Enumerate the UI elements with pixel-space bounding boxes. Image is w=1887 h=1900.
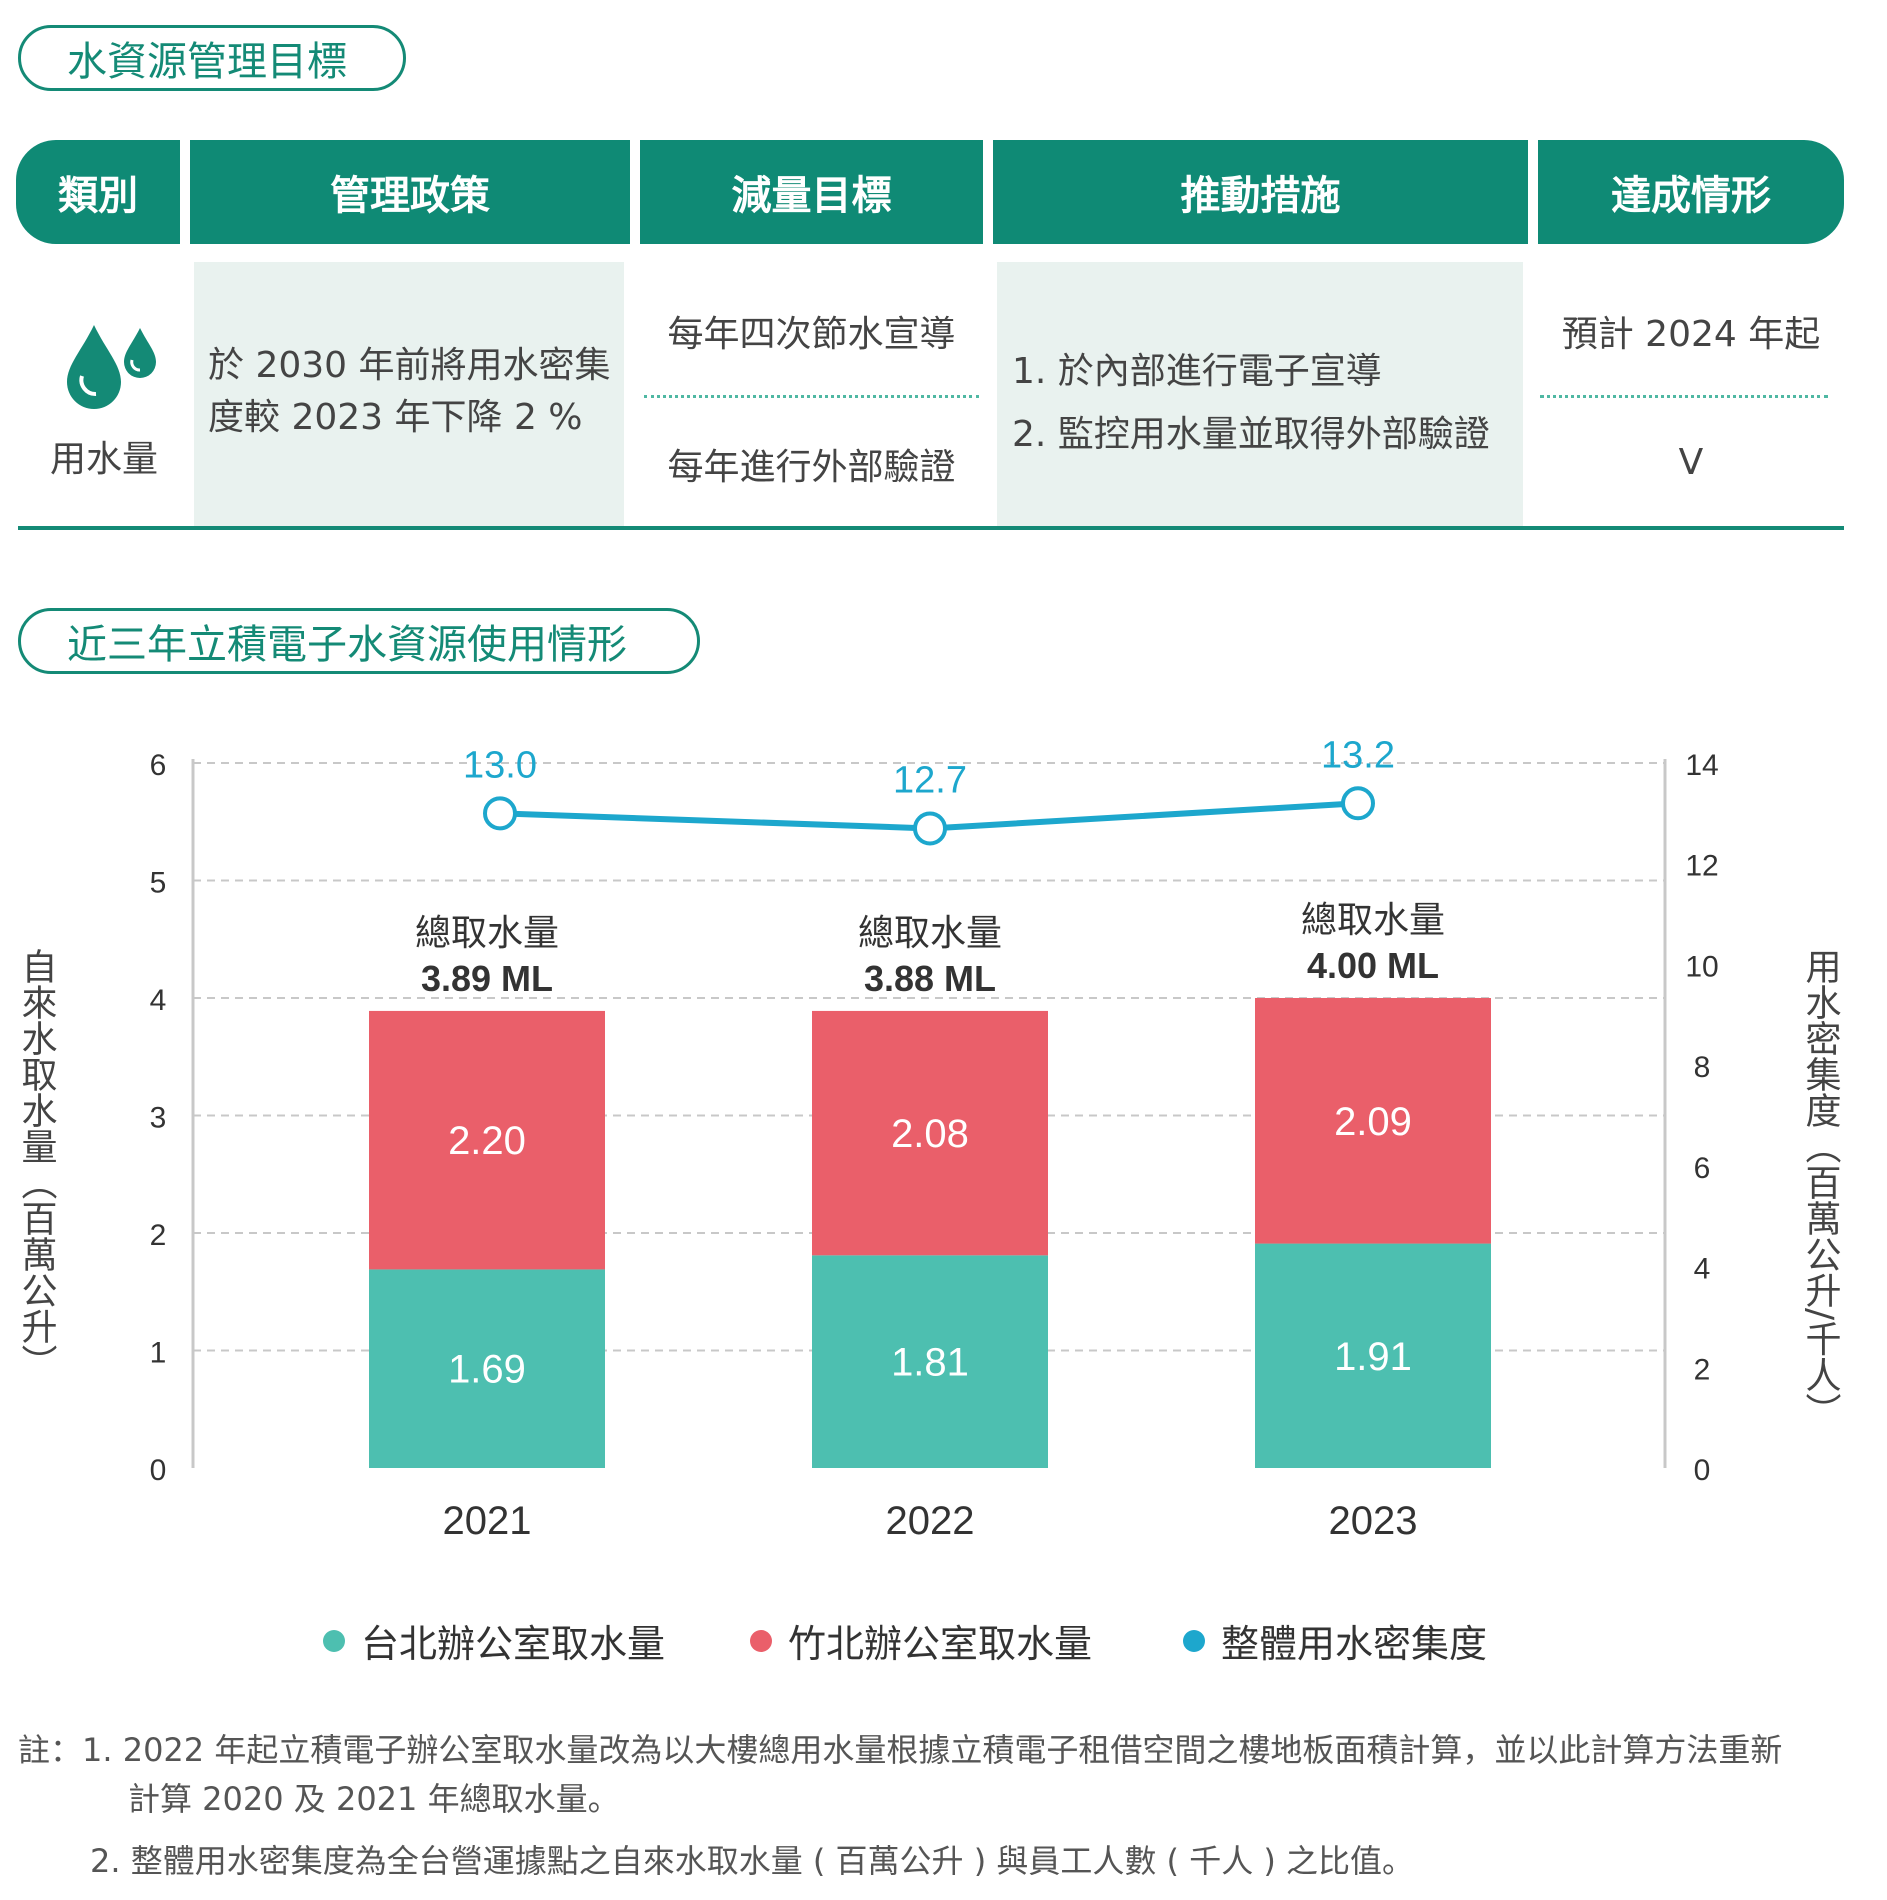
y2-tick-label: 8 [1694,1051,1711,1084]
legend-intensity: 整體用水密集度 [1183,1613,1487,1668]
policy-cell-bg [194,262,624,526]
y-tick-label: 4 [150,984,167,1017]
legend-taipei: 台北辦公室取水量 [323,1613,665,1668]
water-drops-icon [67,325,156,409]
x-tick-label: 2022 [886,1499,975,1543]
section-title-water-usage: 近三年立積電子水資源使用情形 [18,608,700,674]
policy-text: 於 2030 年前將用水密集度較 2023 年下降 2 % [208,345,611,438]
target-text-2: 每年進行外部驗證 [667,447,956,488]
y-tick-label: 0 [150,1454,167,1487]
bar-taipei [812,1255,1048,1468]
bar-zhubei [812,1010,1048,1256]
y-tick-label: 2 [150,1219,167,1252]
line-point-intensity [483,796,517,831]
table-header-category: 類別 [16,140,180,244]
total-value: 3.89 ML [421,958,553,999]
legend-label: 竹北辦公室取水量 [788,1622,1093,1666]
data-label-taipei: 1.81 [891,1341,969,1385]
y2-tick-label: 10 [1685,950,1718,983]
divider [1540,395,1828,398]
bar-taipei [1255,1243,1491,1468]
legend-label: 整體用水密集度 [1221,1622,1488,1666]
total-label: 總取水量 [858,913,1002,954]
legend-dot-icon [323,1629,345,1652]
y-tick-label: 5 [150,867,167,900]
legend-dot-icon [750,1629,772,1652]
bar-taipei [369,1269,605,1468]
target-text-1: 每年四次節水宣導 [667,314,956,355]
y-tick-label: 6 [150,749,167,782]
data-label-zhubei: 2.08 [891,1112,969,1156]
footnote-2: 2. 整體用水密集度為全台營運據點之自來水取水量 ( 百萬公升 ) 與員工人數 … [90,1842,1415,1880]
data-label-zhubei: 2.09 [1334,1100,1412,1144]
footnote-1-cont: 計算 2020 及 2021 年總取水量。 [128,1780,620,1818]
total-value: 4.00 ML [1307,945,1439,986]
y2-tick-label: 14 [1685,749,1718,782]
legend-label: 台北辦公室取水量 [361,1622,666,1666]
y2-tick-label: 0 [1694,1454,1711,1487]
y2-tick-label: 4 [1694,1253,1711,1286]
data-label-intensity: 13.0 [463,744,537,786]
line-point-intensity [1341,786,1375,821]
bar-zhubei [1255,998,1491,1244]
total-value: 3.88 ML [864,958,996,999]
x-tick-label: 2023 [1329,1499,1418,1543]
x-tick-label: 2021 [443,1499,532,1543]
action-text-2: 2. 監控用水量並取得外部驗證 [1012,414,1490,455]
legend-dot-icon [1183,1629,1205,1652]
line-point-intensity [913,811,947,846]
y2-axis-title: 用水密集度（百萬公升/千人） [1800,948,1842,1428]
status-text-1: 預計 2024 年起 [1561,314,1821,355]
y-tick-label: 1 [150,1337,167,1370]
footnote-1: 註：1. 2022 年起立積電子辦公室取水量改為以大樓總用水量根據立積電子租借空… [18,1731,1783,1769]
category-water-usage: 用水量 [49,439,158,480]
legend-zhubei: 竹北辦公室取水量 [750,1613,1092,1668]
section-title-water-targets: 水資源管理目標 [18,25,406,91]
action-text-1: 1. 於內部進行電子宣導 [1012,351,1382,392]
actions-cell-bg [997,262,1523,526]
table-header-status: 達成情形 [1538,140,1844,244]
table-header-actions: 推動措施 [993,140,1528,244]
y2-tick-label: 2 [1694,1353,1711,1386]
data-label-taipei: 1.69 [448,1348,526,1392]
table-header-policy: 管理政策 [190,140,630,244]
y-axis-title: 自來水取水量（百萬公升） [16,948,58,1380]
table-bottom-rule [18,526,1844,530]
bar-zhubei [369,1010,605,1270]
data-label-intensity: 13.2 [1321,734,1395,776]
y-tick-label: 3 [150,1102,167,1135]
data-label-zhubei: 2.20 [448,1119,526,1163]
divider [644,395,979,398]
data-label-taipei: 1.91 [1334,1335,1412,1379]
table-header-target: 減量目標 [640,140,983,244]
total-label: 總取水量 [415,913,559,954]
status-text-2: V [1678,442,1704,483]
y2-tick-label: 6 [1694,1152,1711,1185]
total-label: 總取水量 [1301,900,1445,941]
data-label-intensity: 12.7 [893,759,967,801]
y2-tick-label: 12 [1685,850,1718,883]
